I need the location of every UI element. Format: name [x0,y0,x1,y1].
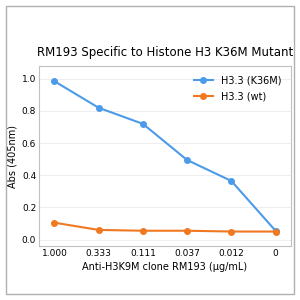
Legend: H3.3 (K36M), H3.3 (wt): H3.3 (K36M), H3.3 (wt) [189,71,286,106]
Title: RM193 Specific to Histone H3 K36M Mutant: RM193 Specific to Histone H3 K36M Mutant [37,46,293,59]
H3.3 (wt) [274,230,277,233]
H3.3 (K36M) [53,80,56,83]
Line: H3.3 (wt): H3.3 (wt) [52,220,278,234]
H3.3 (K36M) [141,122,145,126]
H3.3 (K36M) [274,229,277,232]
Line: H3.3 (K36M): H3.3 (K36M) [52,79,278,233]
X-axis label: Anti-H3K9M clone RM193 (µg/mL): Anti-H3K9M clone RM193 (µg/mL) [82,262,247,272]
H3.3 (wt) [53,221,56,224]
H3.3 (wt) [185,229,189,232]
H3.3 (K36M) [185,158,189,162]
Y-axis label: Abs (405nm): Abs (405nm) [8,124,18,188]
H3.3 (wt) [141,229,145,232]
H3.3 (K36M) [97,106,101,110]
H3.3 (wt) [230,230,233,233]
H3.3 (wt) [97,228,101,232]
H3.3 (K36M) [230,179,233,183]
